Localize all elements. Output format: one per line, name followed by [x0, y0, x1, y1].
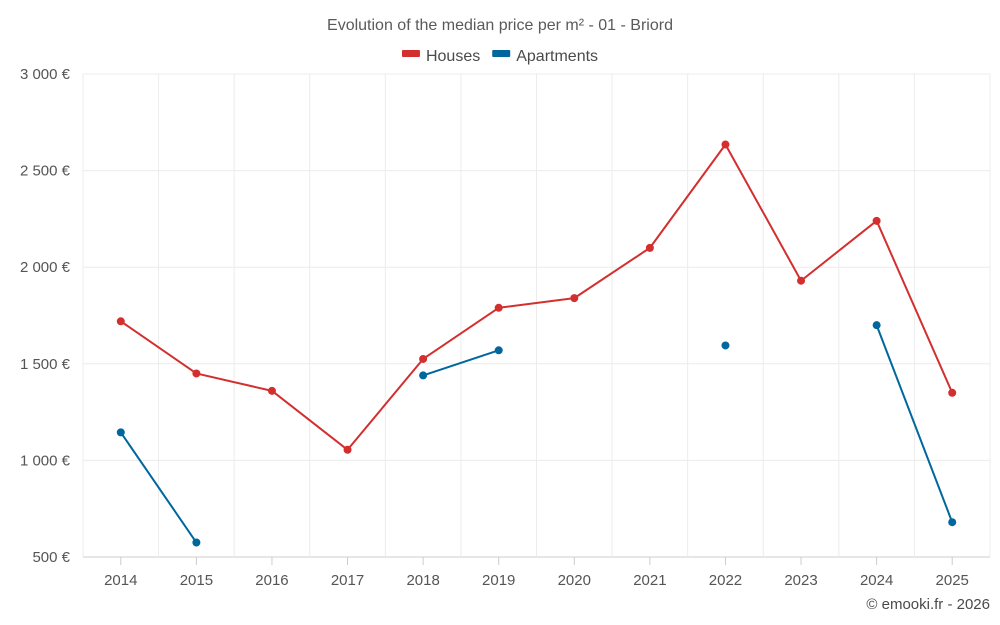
data-point-houses-2014[interactable]	[116, 317, 125, 326]
data-point-apartments-2015[interactable]	[192, 538, 201, 547]
y-tick-label: 500 €	[32, 549, 70, 566]
data-point-houses-2022[interactable]	[721, 140, 730, 149]
x-tick-label: 2015	[180, 572, 213, 589]
grid	[82, 73, 991, 558]
data-point-houses-2015[interactable]	[192, 369, 201, 378]
series-line	[120, 143, 954, 451]
series-line	[119, 431, 198, 544]
x-tick-label: 2016	[255, 572, 288, 589]
data-point-apartments-2025[interactable]	[948, 518, 957, 527]
data-point-apartments-2014[interactable]	[116, 428, 125, 437]
legend-label: Houses	[426, 48, 480, 65]
y-tick-label: 3 000 €	[20, 66, 71, 83]
legend-swatch	[401, 50, 420, 57]
x-axis: 2014 2015 2016 2017 2018 2019 2020 2021 2022 2023…	[104, 557, 969, 589]
x-tick-label: 2019	[482, 572, 515, 589]
x-tick-label: 2020	[558, 572, 591, 589]
credit-text: © emooki.fr - 2026	[866, 596, 990, 613]
data-point-houses-2018[interactable]	[419, 354, 428, 363]
series-line	[875, 324, 954, 523]
x-tick-label: 2014	[104, 572, 137, 589]
legend-item-apartments[interactable]: Apartments	[492, 48, 598, 65]
x-tick-label: 2022	[709, 572, 742, 589]
data-point-houses-2017[interactable]	[343, 445, 352, 454]
series-apartments	[116, 321, 957, 547]
y-tick-label: 1 000 €	[20, 452, 71, 469]
data-point-houses-2025[interactable]	[948, 388, 957, 397]
data-point-houses-2016[interactable]	[267, 386, 276, 395]
x-tick-label: 2024	[860, 572, 893, 589]
data-point-houses-2019[interactable]	[494, 303, 503, 312]
data-point-houses-2023[interactable]	[797, 276, 806, 285]
data-point-apartments-2019[interactable]	[494, 346, 503, 355]
data-point-apartments-2018[interactable]	[419, 371, 428, 380]
y-tick-label: 2 500 €	[20, 163, 71, 180]
legend: Houses Apartments	[401, 48, 598, 65]
x-tick-label: 2018	[406, 572, 439, 589]
plot-area	[116, 140, 957, 547]
y-tick-label: 1 500 €	[20, 356, 71, 373]
x-tick-label: 2025	[936, 572, 969, 589]
y-tick-label: 2 000 €	[20, 259, 71, 276]
x-tick-label: 2021	[633, 572, 666, 589]
data-point-houses-2020[interactable]	[570, 294, 579, 303]
y-axis: 500 € 1 000 € 1 500 € 2 000 € 2 500 € 3 000 €	[20, 66, 71, 566]
legend-label: Apartments	[516, 48, 598, 65]
data-point-apartments-2024[interactable]	[872, 321, 881, 330]
x-tick-label: 2023	[784, 572, 817, 589]
legend-item-houses[interactable]: Houses	[401, 48, 480, 65]
data-point-houses-2021[interactable]	[645, 243, 654, 252]
legend-swatch	[492, 50, 511, 57]
x-tick-label: 2017	[331, 572, 364, 589]
series-houses	[116, 140, 957, 454]
data-point-houses-2024[interactable]	[872, 216, 881, 225]
data-point-apartments-2022[interactable]	[721, 341, 730, 350]
chart-title: Evolution of the median price per m² - 0…	[327, 17, 673, 34]
series-line	[422, 349, 500, 377]
